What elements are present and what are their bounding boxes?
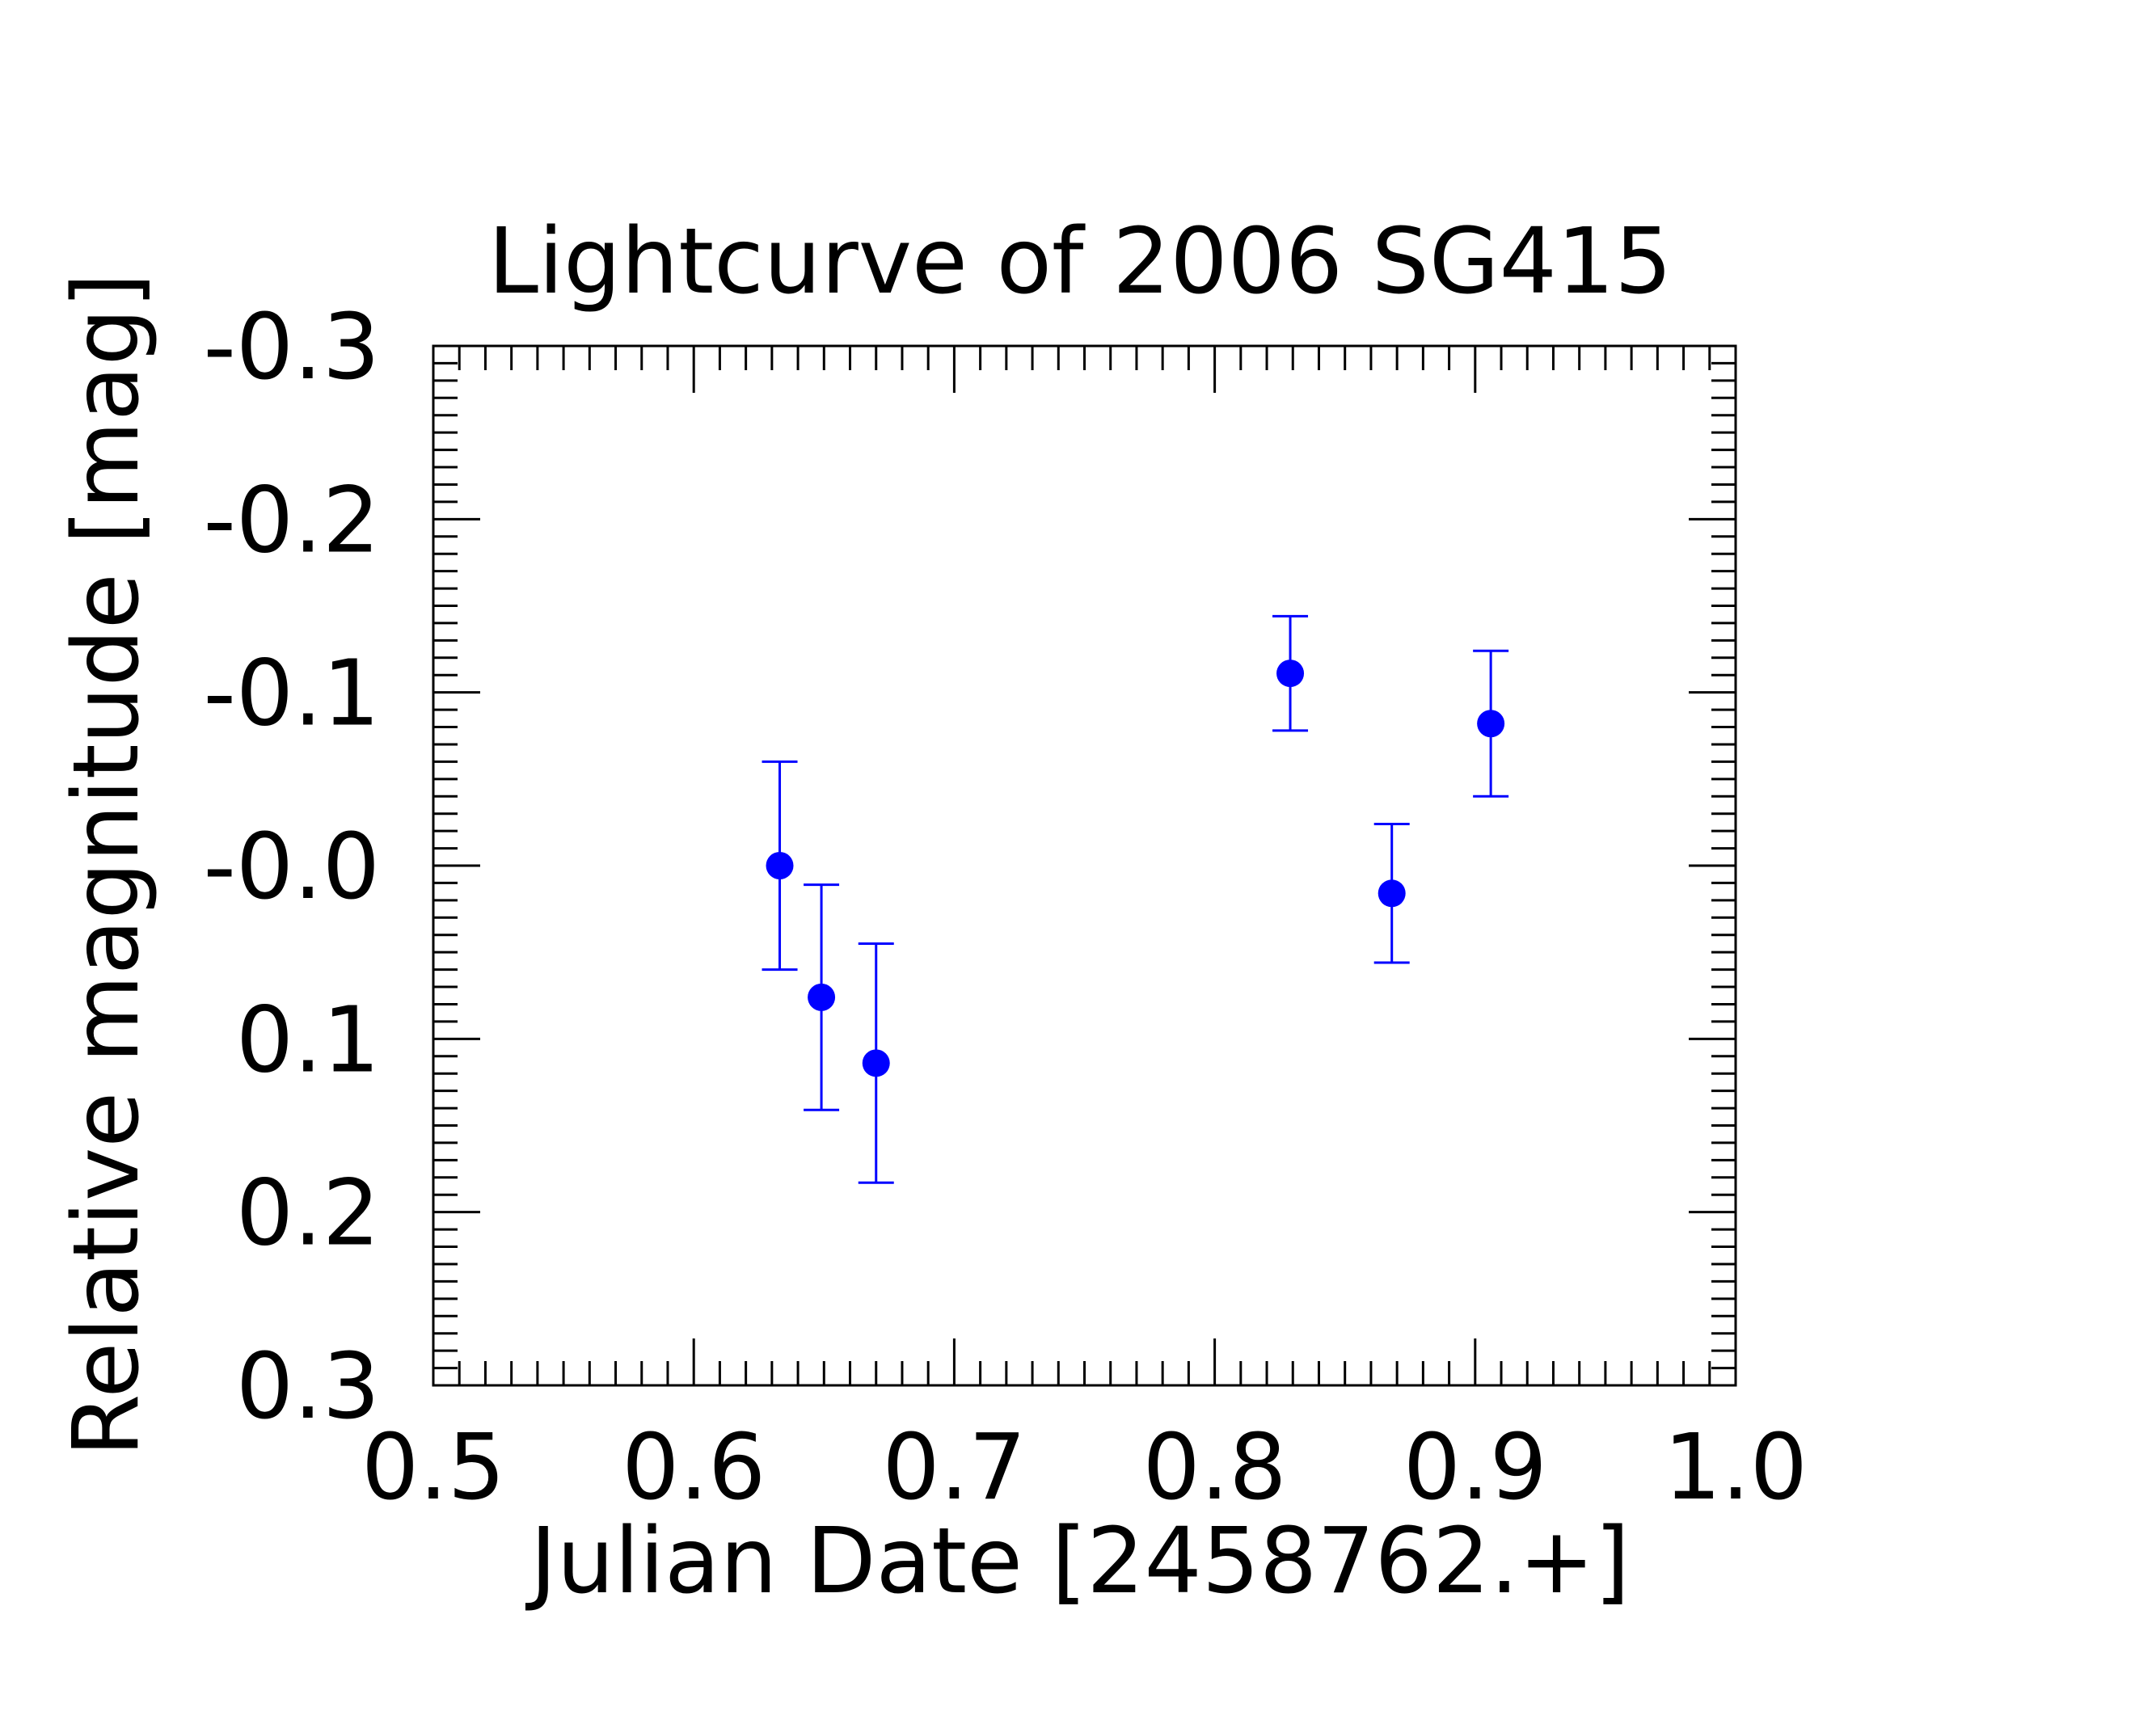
data-point xyxy=(1378,879,1406,908)
x-axis-label: Julian Date [2458762.+] xyxy=(525,1509,1630,1614)
data-point xyxy=(1477,710,1505,738)
y-tick-label: -0.2 xyxy=(203,468,380,573)
data-point xyxy=(862,1049,890,1077)
plot-area: 0.5 0.6 0.7 0.8 0.9 1.0 -0.3 -0.2 -0.1 -0.0 0.1 0.2… xyxy=(203,295,1808,1520)
y-tick-label: -0.0 xyxy=(203,815,380,920)
y-tick-label: -0.1 xyxy=(203,642,380,747)
y-tick-label: -0.3 xyxy=(203,295,380,400)
y-tick-label: 0.2 xyxy=(236,1161,380,1267)
x-tick-label: 0.7 xyxy=(882,1415,1026,1520)
plot-frame xyxy=(432,344,1737,1387)
data-point xyxy=(1276,660,1305,688)
x-tick-label: 0.5 xyxy=(361,1415,505,1520)
x-tick-label: 0.9 xyxy=(1403,1415,1547,1520)
data-point xyxy=(766,852,794,879)
y-tick-label: 0.1 xyxy=(236,988,380,1093)
x-tick-label: 1.0 xyxy=(1664,1415,1808,1520)
x-tick-label: 0.6 xyxy=(622,1415,766,1520)
x-tick-label: 0.8 xyxy=(1143,1415,1287,1520)
y-tick-label: 0.3 xyxy=(236,1334,380,1439)
chart-title: Lightcurve of 2006 SG415 xyxy=(488,209,1673,314)
y-axis-label: Relative magnitude [mag] xyxy=(54,273,159,1457)
data-point xyxy=(808,983,836,1011)
